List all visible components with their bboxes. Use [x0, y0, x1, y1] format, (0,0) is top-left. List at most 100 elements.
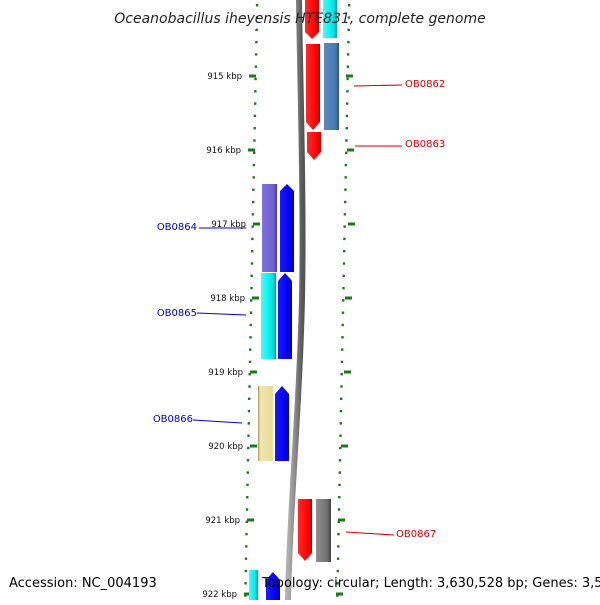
dot-right — [347, 28, 350, 31]
dot-right — [344, 200, 347, 204]
dot-left — [249, 336, 252, 339]
dot-right — [336, 594, 339, 597]
dot-left — [248, 360, 252, 364]
cog-bar-cyan-top — [323, 0, 337, 38]
dot-right — [343, 237, 346, 241]
tick-label: 916 kbp — [206, 146, 241, 156]
dot-right — [342, 286, 345, 290]
dot-right — [337, 545, 340, 548]
cog-bar-purple — [262, 184, 277, 272]
tick-label: 915 kbp — [207, 72, 242, 82]
dot-left — [244, 594, 247, 597]
dot-right — [337, 508, 341, 511]
tick-mark-left — [249, 74, 256, 78]
gene-arrow-ob0865[interactable] — [278, 273, 292, 359]
dot-right — [340, 373, 343, 376]
tick-label: 917 kbp — [211, 220, 246, 230]
dot-right — [346, 53, 350, 56]
dot-right — [343, 225, 346, 228]
gene-arrow-ob0862[interactable] — [306, 44, 320, 130]
dot-left — [245, 545, 248, 548]
dot-left — [247, 446, 250, 450]
dot-right — [347, 40, 350, 44]
dot-right — [345, 114, 349, 118]
dot-right — [341, 336, 344, 339]
dot-left — [254, 77, 257, 81]
gene-label-ob0863[interactable]: OB0863 — [405, 139, 445, 150]
dot-left — [254, 90, 257, 93]
cog-bars — [249, 0, 339, 600]
leader-ob0867 — [345, 531, 395, 536]
dot-left — [251, 213, 255, 216]
dot-left — [245, 532, 248, 536]
dot-right — [338, 459, 342, 462]
gene-labels: OB0862 OB0863 OB0864 OB0865 OB0866 OB086… — [153, 79, 445, 540]
dot-left — [249, 348, 252, 351]
gene-label-ob0864[interactable]: OB0864 — [157, 222, 197, 233]
gene-arrow-ob0866[interactable] — [275, 386, 289, 461]
gene-arrow-ob0864[interactable] — [280, 184, 294, 272]
dot-left — [253, 127, 256, 130]
dot-right — [342, 262, 346, 265]
dot-left — [248, 397, 251, 400]
dot-right — [343, 250, 346, 253]
accession-text: Accession: NC_004193 — [9, 576, 157, 591]
dot-left — [249, 323, 252, 327]
gene-label-ob0867[interactable]: OB0867 — [396, 529, 436, 540]
dot-left — [255, 4, 259, 7]
dot-left — [246, 483, 249, 487]
dot-left — [250, 286, 253, 290]
dot-right — [344, 163, 348, 167]
dot-right — [337, 532, 340, 536]
dot-left — [252, 200, 255, 204]
gene-arrow-ob0867[interactable] — [298, 499, 312, 561]
gene-label-ob0865[interactable]: OB0865 — [157, 308, 197, 319]
dot-right — [340, 360, 344, 364]
position-axis: 915 kbp 916 kbp 917 kbp 918 kbp 919 kbp 920 k… — [202, 72, 355, 600]
map-title: Oceanobacillus iheyensis HTE831, complet… — [114, 11, 485, 27]
tick-mark-right — [336, 592, 343, 596]
gene-arrow-reverse-top — [305, 0, 319, 39]
dot-left — [250, 299, 253, 302]
gene-label-ob0862[interactable]: OB0862 — [405, 79, 445, 90]
dot-left — [255, 40, 258, 44]
tick-label: 918 kbp — [210, 294, 245, 304]
dot-left — [248, 385, 251, 388]
dot-left — [251, 237, 254, 241]
tick-mark-right — [347, 148, 354, 152]
dot-right — [346, 65, 350, 68]
dot-right — [345, 151, 348, 154]
tick-label: 919 kbp — [208, 368, 243, 378]
dotted-tick-tracks — [244, 4, 351, 597]
dot-right — [339, 434, 342, 437]
dot-left — [246, 496, 249, 499]
dot-left — [254, 102, 257, 105]
gene-label-ob0866[interactable]: OB0866 — [153, 414, 193, 425]
tick-mark-left — [252, 296, 259, 300]
tick-mark-left — [248, 148, 255, 152]
dot-left — [250, 262, 254, 265]
dot-right — [336, 582, 339, 585]
dot-right — [336, 557, 340, 560]
dot-left — [254, 53, 258, 56]
dot-right — [347, 16, 351, 19]
dot-left — [254, 65, 258, 68]
topology-text: Topology: circular; Length: 3,630,528 bp… — [261, 576, 600, 591]
dot-right — [338, 496, 341, 499]
dot-right — [339, 422, 342, 425]
dot-left — [246, 459, 250, 462]
tick-mark-right — [341, 444, 348, 448]
dot-left — [244, 557, 248, 560]
tick-mark-right — [348, 222, 355, 226]
dot-left — [247, 434, 250, 437]
gene-arrow-ob0863[interactable] — [307, 132, 321, 160]
tick-mark-right — [345, 296, 352, 300]
genome-backbone — [285, 0, 306, 601]
dot-right — [346, 102, 349, 105]
tick-mark-left — [244, 592, 251, 596]
dot-right — [347, 4, 351, 7]
dot-right — [341, 348, 344, 351]
dot-right — [344, 188, 347, 191]
tick-mark-left — [253, 222, 260, 226]
dot-left — [246, 471, 249, 474]
